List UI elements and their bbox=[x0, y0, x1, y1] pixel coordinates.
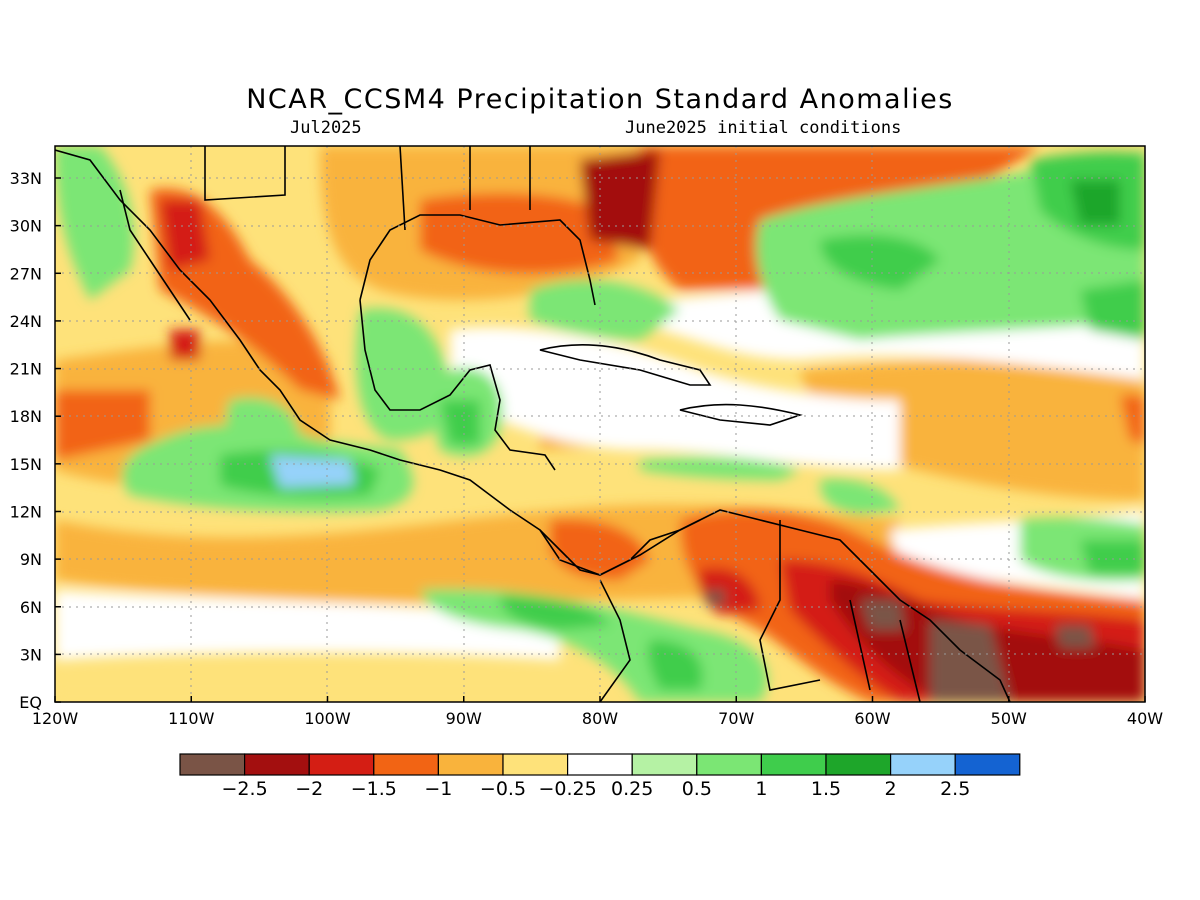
colorbar-swatch bbox=[889, 753, 956, 776]
colorbar-label: −0.5 bbox=[480, 778, 526, 800]
anomaly-field bbox=[55, 146, 1145, 702]
colorbar-swatch bbox=[954, 753, 1021, 776]
colorbar-label: −2 bbox=[295, 778, 323, 800]
lat-tick-label: 24N bbox=[10, 312, 42, 331]
lat-tick-label: 18N bbox=[10, 407, 42, 426]
lon-tick-label: 50W bbox=[991, 709, 1027, 728]
colorbar-swatch bbox=[502, 753, 569, 776]
colorbar-swatch bbox=[696, 753, 762, 776]
forecast-month: Jul2025 bbox=[290, 118, 362, 138]
gridlines bbox=[55, 146, 1145, 702]
lat-tick-label: 21N bbox=[10, 360, 42, 379]
lat-tick-label: 15N bbox=[10, 455, 42, 474]
colorbar-swatch bbox=[179, 753, 246, 776]
lat-tick-label: 9N bbox=[20, 550, 42, 569]
colorbar-label: 1 bbox=[755, 778, 767, 800]
lat-tick-label: 33N bbox=[10, 169, 42, 188]
lon-tick-label: 110W bbox=[168, 709, 215, 728]
lat-tick-label: 12N bbox=[10, 502, 42, 521]
colorbar-swatch bbox=[373, 753, 439, 776]
colorbar-label: 2 bbox=[885, 778, 897, 800]
colorbar-swatch bbox=[760, 753, 827, 776]
colorbar-label: 0.5 bbox=[682, 778, 712, 800]
lon-tick-label: 60W bbox=[854, 709, 890, 728]
colorbar-label: 1.5 bbox=[811, 778, 841, 800]
lon-tick-label: 80W bbox=[582, 709, 618, 728]
lon-tick-label: 40W bbox=[1127, 709, 1163, 728]
colorbar-label: 0.25 bbox=[611, 778, 653, 800]
lat-tick-label: EQ bbox=[19, 693, 42, 712]
lon-tick-label: 100W bbox=[304, 709, 351, 728]
longitude-axis: 120W 110W 100W 90W 80W 70W 60W 50W 40W bbox=[32, 696, 1163, 728]
initial-conditions-label: June2025 initial conditions bbox=[625, 118, 902, 138]
lat-tick-label: 6N bbox=[20, 598, 42, 617]
colorbar-swatch bbox=[631, 753, 698, 776]
colorbar-swatch bbox=[825, 753, 892, 776]
colorbar-label: −1 bbox=[424, 778, 452, 800]
colorbar-swatch bbox=[244, 753, 310, 776]
latitude-axis: 33N 30N 27N 24N 21N 18N 15N 12N 9N 6N 3N EQ bbox=[10, 169, 61, 712]
colorbar-swatch bbox=[566, 753, 633, 776]
colorbar-label: −1.5 bbox=[351, 778, 397, 800]
colorbar-label: −2.5 bbox=[222, 778, 268, 800]
map-title: NCAR_CCSM4 Precipitation Standard Anomal… bbox=[246, 84, 954, 115]
colorbar-swatch bbox=[308, 753, 375, 776]
colorbar: −2.5 −2 −1.5 −1 −0.5 −0.25 0.25 0.5 1 1.5 2 2.5 bbox=[179, 753, 1021, 800]
lon-tick-label: 90W bbox=[446, 709, 482, 728]
lon-tick-label: 70W bbox=[718, 709, 754, 728]
lat-tick-label: 3N bbox=[20, 645, 42, 664]
colorbar-label: 2.5 bbox=[940, 778, 970, 800]
colorbar-swatch bbox=[437, 753, 504, 776]
lat-tick-label: 27N bbox=[10, 264, 42, 283]
lat-tick-label: 30N bbox=[10, 217, 42, 236]
lon-tick-label: 120W bbox=[32, 709, 79, 728]
colorbar-label: −0.25 bbox=[538, 778, 596, 800]
